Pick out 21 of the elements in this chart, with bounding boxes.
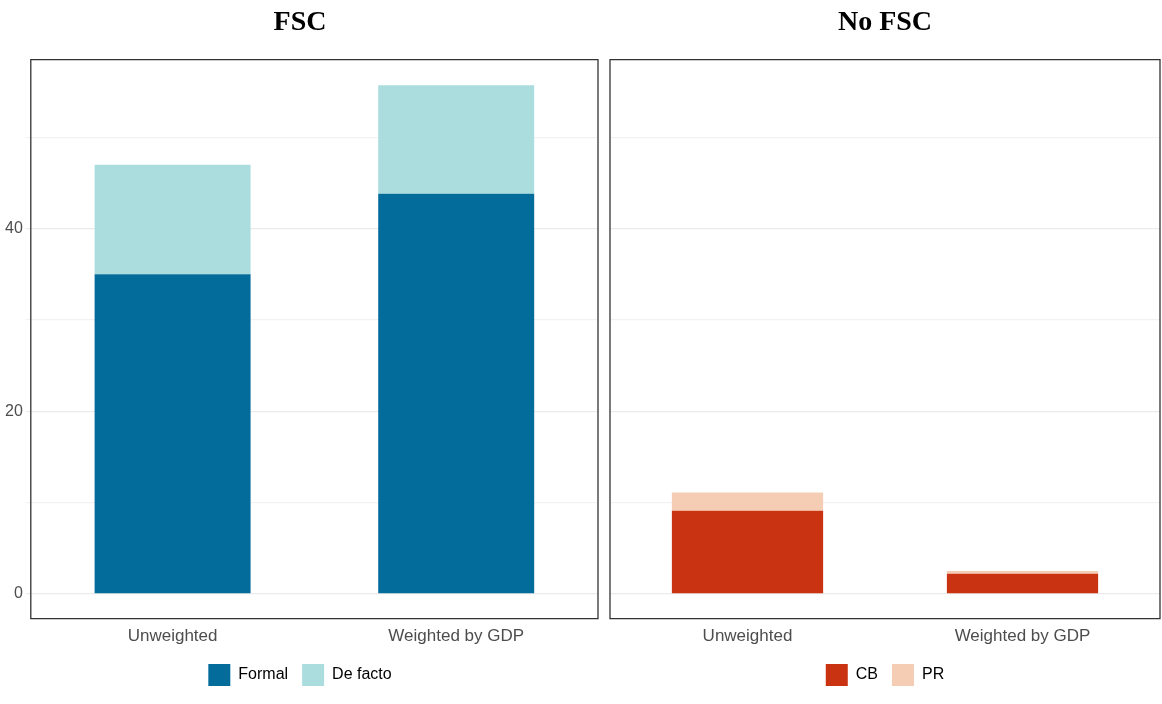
x-tick-label: Weighted by GDP <box>388 626 525 646</box>
legend-label: CB <box>855 665 879 683</box>
bar <box>94 274 251 594</box>
chart-title: No FSC <box>837 5 933 37</box>
bar <box>378 85 535 194</box>
x-tick-label: Unweighted <box>702 626 793 646</box>
y-tick-label: 20 <box>5 401 23 419</box>
x-tick-label: Unweighted <box>127 626 218 646</box>
legend-label: De facto <box>332 665 392 683</box>
legend-label: PR <box>922 665 945 683</box>
y-tick-label: 0 <box>13 584 23 602</box>
bar <box>671 492 824 511</box>
bar <box>671 510 824 594</box>
legend-label: Formal <box>238 665 289 683</box>
chart-title: FSC <box>273 5 327 37</box>
bar <box>94 164 251 275</box>
y-tick-label: 40 <box>5 218 23 236</box>
bar <box>378 193 535 594</box>
x-tick-label: Weighted by GDP <box>954 626 1091 646</box>
bar <box>946 571 1099 574</box>
bar <box>946 573 1099 594</box>
